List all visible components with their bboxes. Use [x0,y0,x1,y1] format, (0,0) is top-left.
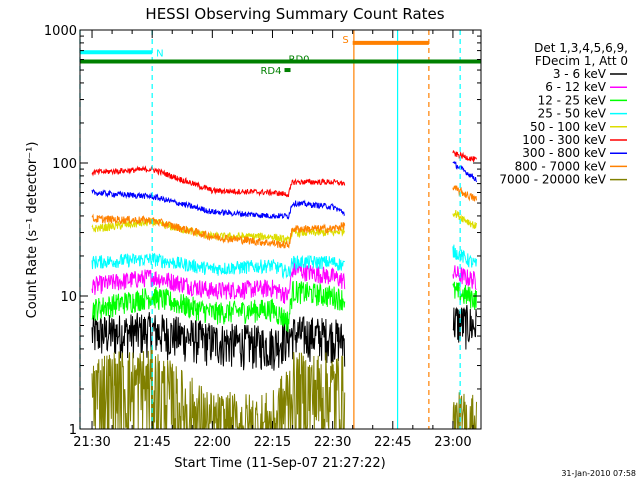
series-12-25-kev [91,280,477,333]
legend-label-6-12-kev: 6 - 12 keV [545,80,607,94]
legend-header-line-2: FDecim 1, Att 0 [535,54,628,68]
series-800-7000-kev [91,185,477,249]
legend-label-12-25-kev: 12 - 25 keV [538,93,607,107]
series-100-300-kev [91,150,477,198]
series-3-6-kev [91,304,477,371]
x-tick-label-21-45: 21:45 [133,435,170,450]
legend-label-25-50-kev: 25 - 50 keV [538,107,607,121]
series-7000-20000-kev [91,346,477,431]
x-tick-label-21-30: 21:30 [73,435,110,450]
y-tick-label-1: 1 [69,423,77,438]
flag-label-rd0: RD0 [289,54,310,65]
x-tick-label-22-15: 22:15 [254,435,291,450]
legend-label-300-800-kev: 300 - 800 keV [522,146,606,160]
x-tick-label-22-00: 22:00 [194,435,231,450]
y-tick-label-10: 10 [60,290,77,305]
plot-frame [79,29,482,430]
legend-label-800-7000-kev: 800 - 7000 keV [515,159,607,173]
plot-area: N S RD0 RD4 [79,30,481,431]
x-tick-label-22-45: 22:45 [374,435,411,450]
y-axis-label: Count Rate (s⁻¹ detector⁻¹) [25,142,40,319]
axes: 21:30 21:45 22:00 22:15 22:30 22:45 23:00 1 10 10… [44,24,481,450]
x-tick-label-23-00: 23:00 [434,435,471,450]
chart-title: HESSI Observing Summary Count Rates [145,5,444,23]
legend-label-7000-20000-kev: 7000 - 20000 keV [499,173,606,187]
series-300-800-kev [91,160,477,220]
legend-label-3-6-kev: 3 - 6 keV [553,67,607,81]
legend-header-line-1: Det 1,3,4,5,6,9, [534,41,628,55]
x-axis-label: Start Time (11-Sep-07 21:27:22) [174,456,385,471]
series-6-12-kev [91,261,477,304]
legend: Det 1,3,4,5,6,9, FDecim 1, Att 0 3 - 6 k… [499,41,628,187]
y-tick-label-1000: 1000 [44,24,77,39]
series-25-50-kev [91,244,477,280]
footer-date: 31-Jan-2010 07:58 [561,469,636,478]
y-tick-label-100: 100 [52,157,77,172]
legend-label-50-100-kev: 50 - 100 keV [530,120,607,134]
x-tick-label-22-30: 22:30 [314,435,351,450]
flag-label-s: S [342,35,348,46]
flag-label-rd4: RD4 [260,66,281,77]
legend-label-100-300-kev: 100 - 300 keV [522,133,606,147]
flag-label-n: N [156,48,163,59]
